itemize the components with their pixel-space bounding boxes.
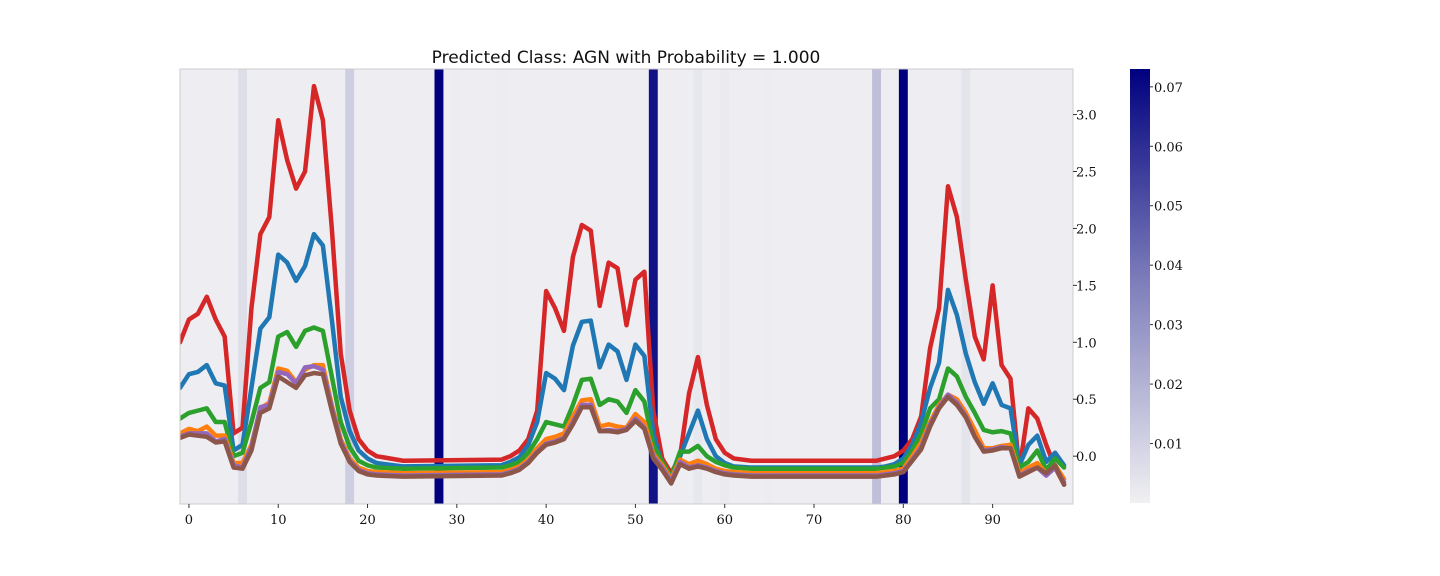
plot-frame xyxy=(179,68,1074,505)
y-tick-label: 2.0 xyxy=(1076,222,1097,237)
series-line xyxy=(180,325,1067,479)
x-tick-label: 60 xyxy=(716,513,733,528)
y-axis: 0.0 0.5 1.0 1.5 2.0 2.5 3.0 xyxy=(1073,109,1097,465)
x-tick-label: 30 xyxy=(449,513,466,528)
x-tick-label: 80 xyxy=(895,513,912,528)
colorbar-tick-label: 0.03 xyxy=(1154,319,1183,334)
colorbar-tick-label: 0.04 xyxy=(1154,259,1183,274)
series-line xyxy=(180,231,1067,479)
x-axis: 0 10 20 30 40 50 60 70 80 90 xyxy=(185,504,1001,528)
x-tick-label: 70 xyxy=(806,513,823,528)
y-tick-label: 1.0 xyxy=(1076,336,1097,351)
colorbar-tick-label: 0.01 xyxy=(1154,438,1183,453)
attention-band xyxy=(764,69,774,504)
attention-band xyxy=(872,69,882,504)
plot-area xyxy=(179,68,1074,505)
series-lines xyxy=(180,83,1067,487)
attention-band xyxy=(693,69,703,504)
x-tick-label: 20 xyxy=(359,513,376,528)
attention-band xyxy=(648,69,658,504)
attention-band xyxy=(238,69,247,504)
x-tick-label: 40 xyxy=(538,513,555,528)
colorbar-ticks: 0.01 0.02 0.03 0.04 0.05 0.06 0.07 xyxy=(1150,81,1183,453)
attention-band xyxy=(898,69,908,504)
x-tick-label: 10 xyxy=(270,513,287,528)
y-tick-label: 0.0 xyxy=(1076,450,1097,465)
attention-band xyxy=(720,69,730,504)
colorbar-gradient xyxy=(1130,69,1150,503)
y-tick-label: 2.5 xyxy=(1076,165,1097,180)
attention-band xyxy=(345,69,355,504)
y-tick-label: 1.5 xyxy=(1076,279,1097,294)
colorbar-tick-label: 0.06 xyxy=(1154,140,1183,155)
x-tick-label: 50 xyxy=(627,513,644,528)
x-tick-label: 0 xyxy=(185,513,193,528)
colorbar-tick-label: 0.05 xyxy=(1154,200,1183,215)
attention-band xyxy=(497,69,506,504)
y-tick-label: 0.5 xyxy=(1076,393,1097,408)
colorbar-tick-label: 0.07 xyxy=(1154,81,1183,96)
series-line xyxy=(180,83,1067,487)
chart-title: Predicted Class: AGN with Probability = … xyxy=(432,48,821,68)
colorbar: 0.01 0.02 0.03 0.04 0.05 0.06 0.07 xyxy=(1130,69,1183,503)
y-tick-label: 3.0 xyxy=(1076,109,1097,124)
attention-band xyxy=(434,69,444,504)
x-tick-label: 90 xyxy=(984,513,1001,528)
series-line xyxy=(180,370,1067,487)
attention-band xyxy=(452,69,462,504)
colorbar-tick-label: 0.02 xyxy=(1154,378,1183,393)
